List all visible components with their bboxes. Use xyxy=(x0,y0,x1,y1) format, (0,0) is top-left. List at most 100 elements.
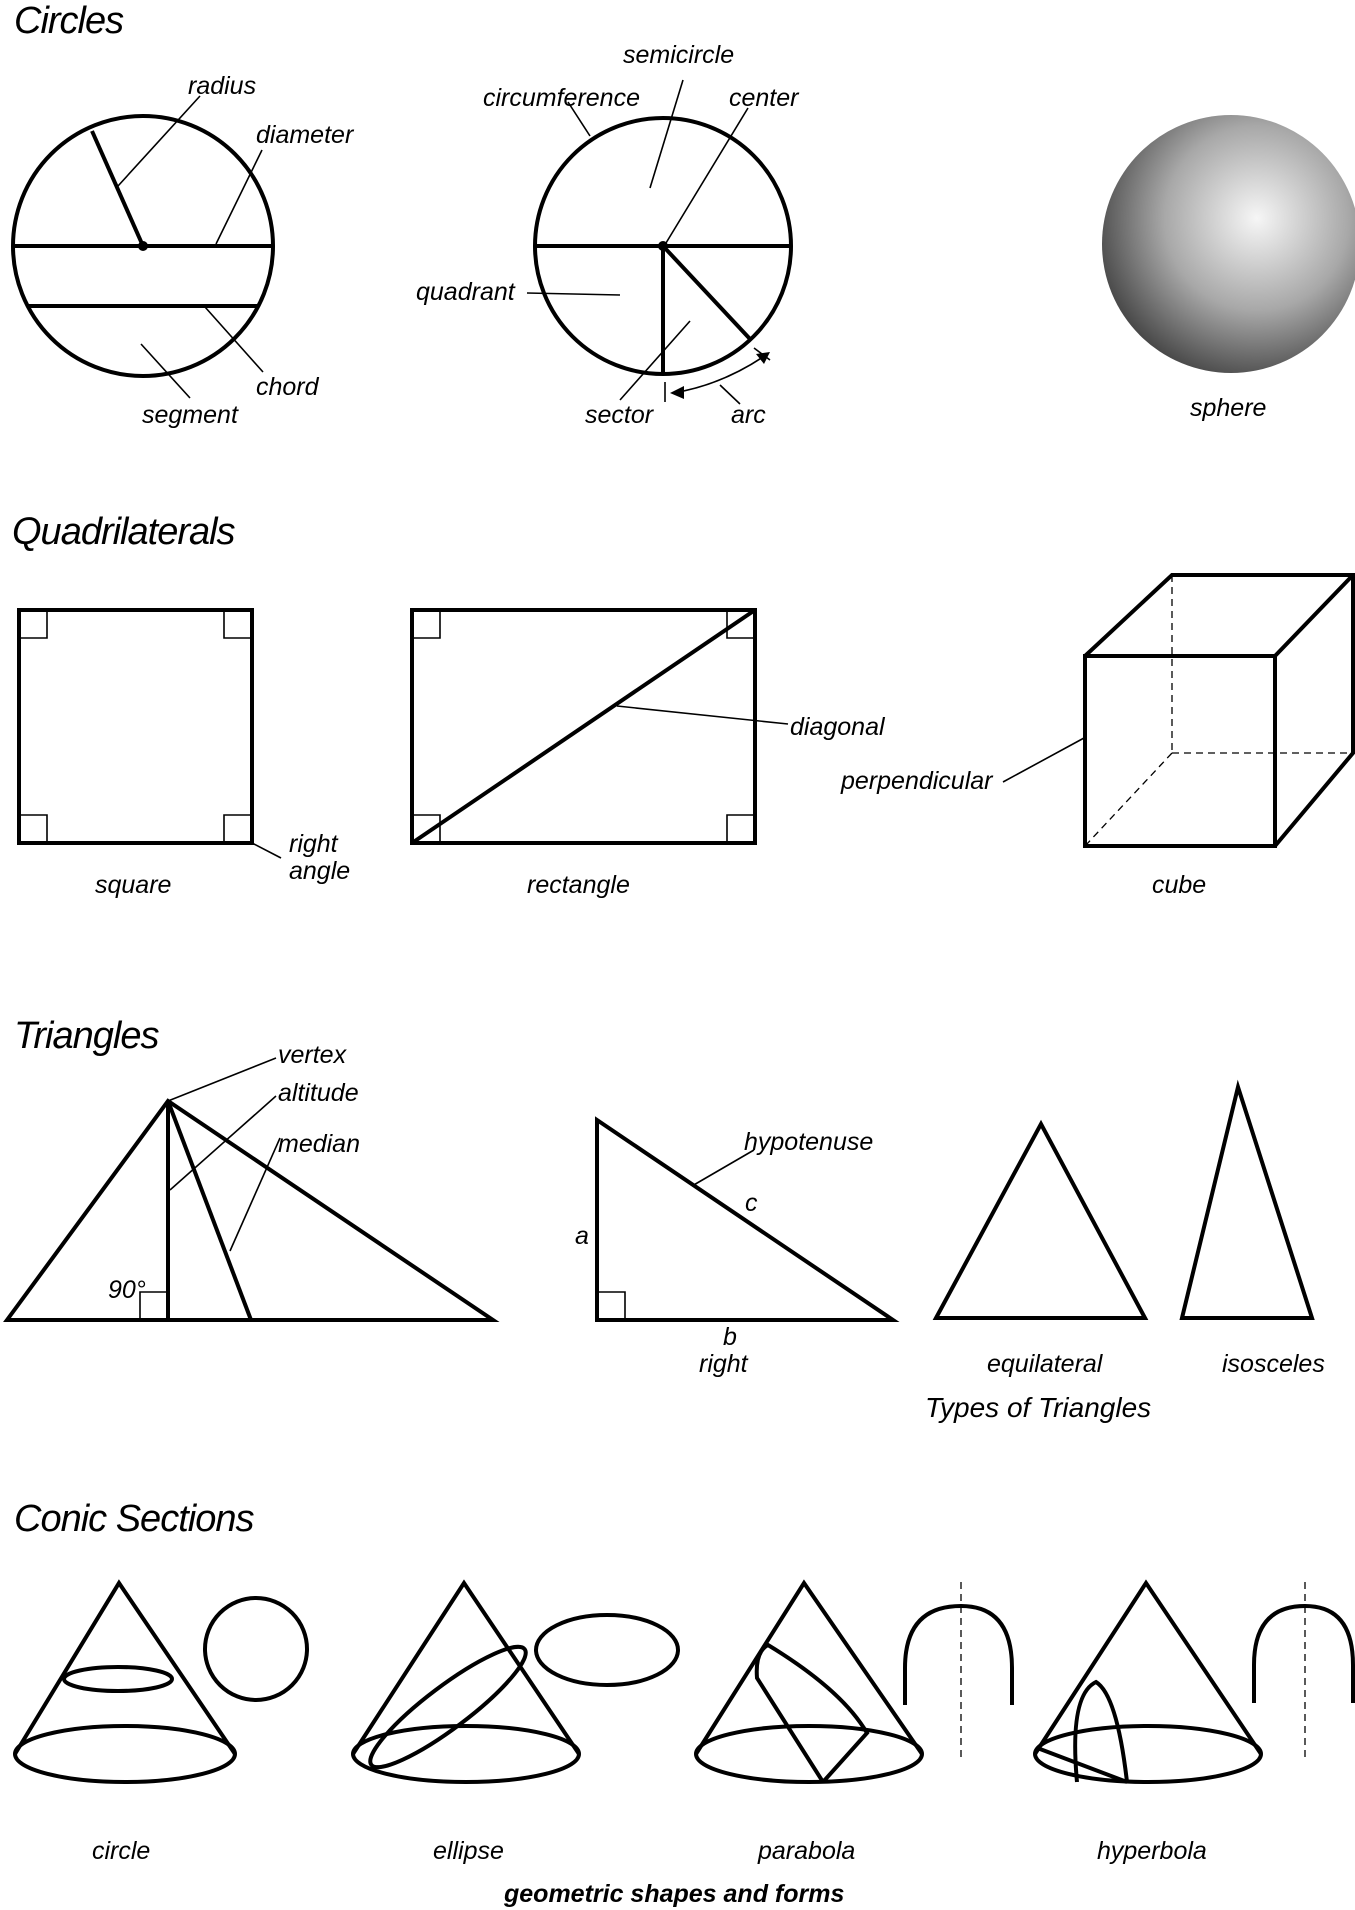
right-angle-mark xyxy=(597,1291,626,1320)
heading-circles: Circles xyxy=(14,0,124,42)
right-angle-mark xyxy=(412,814,441,843)
label-isosceles: isosceles xyxy=(1222,1350,1325,1378)
sphere-figure: sphere xyxy=(1102,115,1355,422)
hyperbola-section-line xyxy=(1039,1747,1128,1784)
label-hyperbola: hyperbola xyxy=(1097,1837,1207,1865)
label-side-b: b xyxy=(723,1323,737,1351)
ellipse-shape xyxy=(534,1613,680,1687)
right-triangle-figure: hypotenuse a c b right xyxy=(575,1116,900,1378)
label-rectangle: rectangle xyxy=(527,871,630,899)
heading-conic-sections: Conic Sections xyxy=(14,1498,254,1540)
cube-top-edge xyxy=(1273,573,1355,658)
circle-shape xyxy=(203,1596,309,1702)
arc-leader xyxy=(719,384,741,405)
label-hypotenuse: hypotenuse xyxy=(744,1128,873,1156)
ellipse-cross-section xyxy=(368,1644,528,1770)
label-circle: circle xyxy=(92,1837,150,1865)
label-equilateral: equilateral xyxy=(987,1350,1104,1378)
label-arc: arc xyxy=(731,401,766,429)
label-cube: cube xyxy=(1152,871,1206,899)
hyperbola-curve xyxy=(1252,1603,1355,1703)
cone-base xyxy=(1033,1724,1263,1784)
right-angle-mark xyxy=(223,814,252,843)
isosceles-triangle xyxy=(1179,1079,1315,1320)
label-segment: segment xyxy=(142,401,239,429)
radius-line xyxy=(90,130,145,247)
diameter-leader xyxy=(215,149,263,245)
cube-hidden-edge xyxy=(1084,752,1173,847)
altitude-leader xyxy=(169,1095,277,1191)
cone-base xyxy=(13,1724,237,1784)
arc-tick-right xyxy=(753,347,771,361)
segment-leader xyxy=(140,343,191,399)
right-angle-leader xyxy=(251,842,282,859)
label-side-a: a xyxy=(575,1222,589,1250)
semicircle-leader xyxy=(649,79,684,189)
rectangle xyxy=(410,608,757,845)
rectangle-figure: diagonal rectangle xyxy=(410,608,886,899)
center-leader xyxy=(665,107,749,244)
circle-diagram-1: radius diameter chord segment xyxy=(11,72,355,429)
cone-sides xyxy=(1033,1579,1263,1756)
label-types-of-triangles: Types of Triangles xyxy=(925,1392,1151,1423)
scalene-triangle-figure: vertex altitude median 90° xyxy=(3,1041,500,1322)
label-vertex: vertex xyxy=(278,1041,348,1069)
label-center: center xyxy=(729,84,800,112)
label-altitude: altitude xyxy=(278,1079,359,1107)
square xyxy=(17,608,254,845)
arc-arrowhead-left xyxy=(670,386,684,399)
diagonal-line xyxy=(410,608,757,845)
circumference-leader xyxy=(567,101,591,137)
label-right: right xyxy=(289,830,339,858)
cone-sides xyxy=(351,1579,581,1756)
circle-diagram-2: semicircle circumference center quadrant… xyxy=(416,41,800,429)
label-semicircle: semicircle xyxy=(623,41,734,69)
right-angle-mark xyxy=(726,610,755,639)
sector-radius xyxy=(661,244,752,341)
label-sphere: sphere xyxy=(1190,394,1266,422)
cone-sides xyxy=(694,1579,924,1756)
cone-base xyxy=(694,1724,924,1784)
label-ellipse: ellipse xyxy=(433,1837,504,1865)
heading-triangles: Triangles xyxy=(14,1015,159,1057)
arc-arrowhead-right xyxy=(756,352,770,364)
right-angle-mark xyxy=(726,814,755,843)
sector-leader xyxy=(619,320,691,401)
label-square: square xyxy=(95,871,171,899)
center-dot xyxy=(658,241,668,251)
conic-ellipse-figure: ellipse xyxy=(351,1579,680,1865)
hyperbola-cross-section xyxy=(1073,1679,1129,1783)
perpendicular-leader xyxy=(1002,737,1085,783)
right-triangle xyxy=(595,1116,900,1322)
label-angle: angle xyxy=(289,857,350,885)
quadrant-leader xyxy=(526,292,621,296)
label-perpendicular: perpendicular xyxy=(840,767,994,795)
label-diameter: diameter xyxy=(256,121,355,149)
right-angle-mark xyxy=(412,610,441,639)
label-sector: sector xyxy=(585,401,655,429)
radius-leader xyxy=(117,95,201,187)
parabola-cross-section xyxy=(754,1642,870,1784)
label-median: median xyxy=(278,1130,360,1158)
diagonal-leader xyxy=(616,705,789,725)
conic-hyperbola-figure: hyperbola xyxy=(1033,1579,1355,1865)
chord-leader xyxy=(204,306,264,373)
median-leader xyxy=(229,1137,281,1252)
equilateral-triangle xyxy=(932,1119,1149,1320)
label-quadrant: quadrant xyxy=(416,278,516,306)
cone-sides xyxy=(13,1579,237,1756)
conic-parabola-figure: parabola xyxy=(694,1579,1014,1865)
right-angle-mark xyxy=(19,814,48,843)
scalene-triangle xyxy=(3,1098,500,1322)
square-figure: right angle square xyxy=(17,608,350,899)
parabola-curve xyxy=(903,1603,1014,1705)
center-dot xyxy=(138,241,148,251)
circle-cross-section xyxy=(62,1665,174,1693)
footer-title: geometric shapes and forms xyxy=(503,1880,844,1908)
hypotenuse-leader xyxy=(691,1149,755,1187)
label-90-degrees: 90° xyxy=(108,1276,146,1304)
sphere xyxy=(1102,115,1355,373)
label-side-c: c xyxy=(745,1189,758,1217)
heading-quadrilaterals: Quadrilaterals xyxy=(12,511,236,553)
